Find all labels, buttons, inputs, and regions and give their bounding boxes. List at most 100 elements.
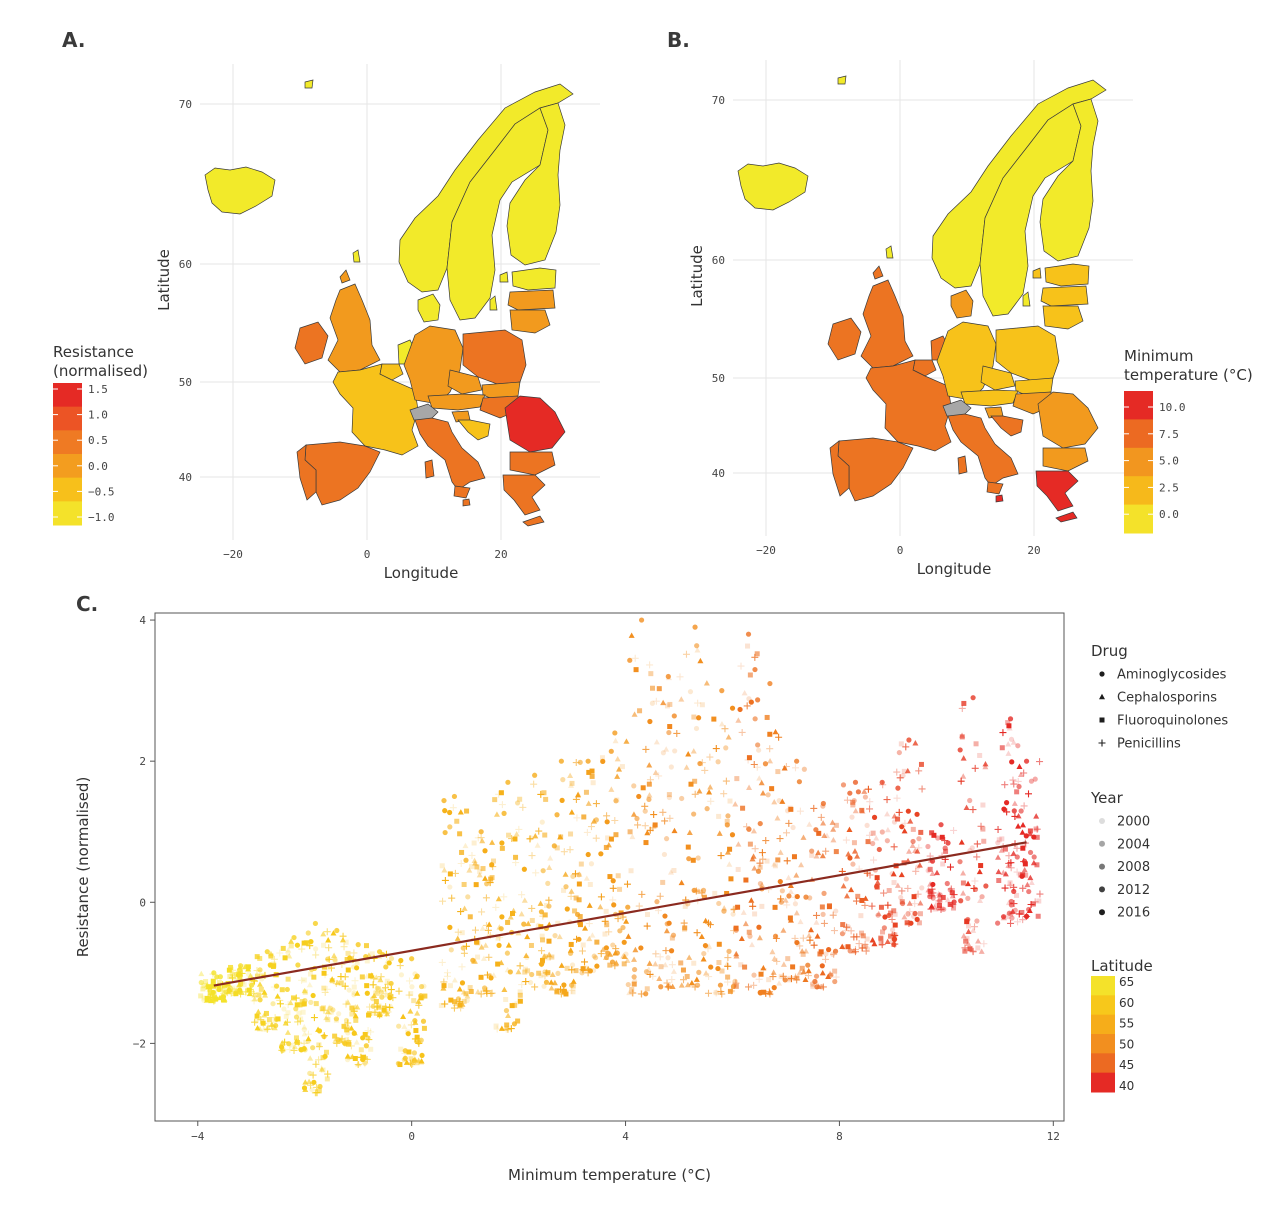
data-point: [652, 960, 659, 967]
panel-a-island-sweden-0: [489, 295, 498, 311]
panel-a-legend-tick-label: 1.5: [88, 383, 108, 396]
panel-a-region-czechia: [447, 369, 483, 395]
data-point: [276, 949, 284, 957]
data-point: [915, 767, 923, 775]
data-point: [411, 1035, 419, 1043]
data-point: [787, 882, 794, 889]
data-point: [546, 951, 553, 958]
data-point: [540, 868, 546, 874]
data-point: [438, 1003, 444, 1009]
data-point: [851, 948, 859, 956]
data-point: [592, 955, 599, 961]
data-point: [320, 1006, 328, 1014]
data-point: [719, 968, 725, 974]
year-legend-key: [1099, 840, 1105, 847]
data-point: [776, 980, 783, 986]
data-point: [855, 940, 863, 948]
data-point: [381, 1007, 387, 1013]
data-point: [273, 1023, 279, 1029]
data-point: [660, 879, 666, 885]
panel-a-y-tick-label: 40: [179, 471, 192, 484]
data-point: [468, 989, 474, 995]
data-point: [906, 900, 913, 906]
data-point: [607, 962, 613, 968]
data-point: [568, 782, 575, 788]
data-point: [716, 960, 722, 966]
data-point: [576, 936, 582, 942]
data-point: [369, 951, 375, 957]
data-point: [364, 990, 370, 996]
data-point: [964, 936, 970, 942]
data-point: [939, 834, 945, 840]
data-point: [725, 813, 731, 819]
data-point: [608, 836, 614, 842]
data-point: [821, 890, 827, 896]
data-point: [951, 905, 957, 911]
data-point: [468, 851, 476, 859]
data-point: [254, 1013, 260, 1019]
data-point: [738, 728, 746, 736]
data-point: [875, 912, 881, 918]
data-point: [353, 1017, 359, 1023]
data-point: [668, 948, 675, 954]
data-point: [397, 1062, 403, 1068]
data-point: [454, 935, 461, 941]
data-point: [820, 820, 827, 826]
data-point: [545, 896, 553, 904]
data-point: [812, 978, 819, 985]
data-point: [995, 920, 1001, 926]
data-point: [755, 975, 763, 983]
data-point: [264, 949, 270, 955]
data-point: [803, 894, 809, 900]
data-point: [875, 910, 882, 917]
data-point: [1002, 846, 1008, 852]
data-point: [999, 745, 1005, 751]
data-point: [570, 989, 576, 995]
data-point: [1006, 723, 1012, 729]
data-point: [1033, 813, 1040, 819]
data-point: [688, 781, 694, 787]
data-point: [980, 940, 988, 948]
data-point: [936, 898, 943, 904]
data-point: [950, 826, 958, 834]
data-point: [662, 947, 670, 955]
data-point: [728, 876, 734, 882]
data-point: [732, 979, 740, 987]
data-point: [629, 989, 637, 997]
panel-b-region-france: [865, 359, 952, 452]
data-point: [518, 891, 526, 899]
data-point: [362, 1060, 368, 1066]
data-point: [851, 848, 858, 854]
data-point: [242, 964, 248, 970]
data-point: [918, 785, 926, 793]
panel-a-region-bulgaria: [509, 451, 556, 476]
data-point: [304, 1030, 312, 1038]
data-point: [251, 1018, 259, 1026]
data-point: [617, 886, 623, 892]
data-point: [645, 966, 652, 972]
panel-b-legend-swatch: [1124, 391, 1153, 420]
data-point: [850, 933, 858, 941]
data-point: [241, 982, 247, 988]
data-point: [474, 939, 480, 945]
data-point: [414, 1010, 421, 1016]
data-point: [691, 887, 697, 893]
data-point: [979, 894, 985, 900]
data-point: [447, 983, 453, 989]
data-point: [819, 963, 825, 969]
data-point: [577, 759, 583, 765]
data-point: [644, 969, 650, 975]
data-point: [864, 785, 872, 793]
data-point: [757, 820, 763, 827]
data-point: [851, 797, 857, 804]
data-point: [377, 976, 384, 983]
data-point: [1020, 802, 1028, 810]
data-point: [666, 920, 672, 926]
data-point: [809, 852, 815, 858]
data-point: [663, 836, 670, 842]
data-point: [1013, 868, 1021, 876]
data-point: [925, 843, 931, 850]
data-point: [691, 983, 699, 991]
data-point: [970, 695, 976, 701]
data-point: [529, 917, 535, 923]
